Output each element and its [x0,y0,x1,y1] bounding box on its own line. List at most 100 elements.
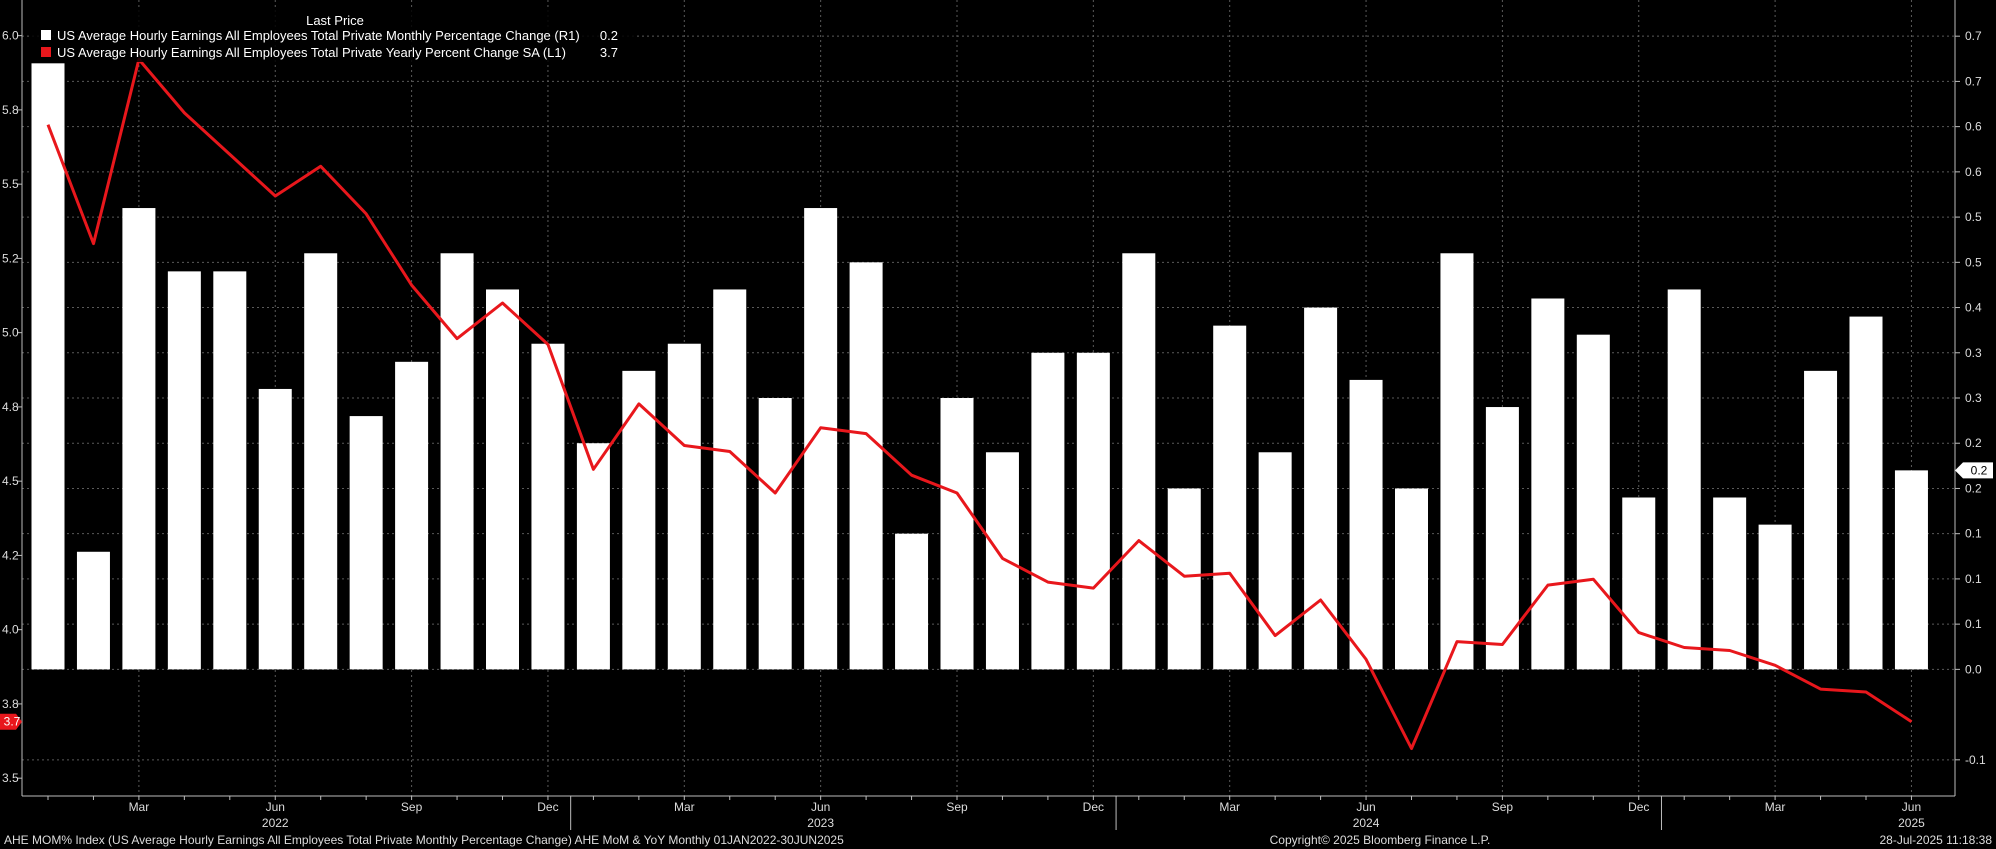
bar [1713,497,1747,670]
legend-label-bar: US Average Hourly Earnings All Employees… [57,28,580,43]
x-month-label: Dec [1628,800,1649,814]
bar [1485,407,1519,670]
bar [576,443,610,670]
left-tick-label: 3.5 [2,771,19,785]
bar [758,398,792,670]
bar-series [31,63,1928,670]
right-tick-label: 0.3 [1965,346,1982,360]
bar [1076,352,1110,670]
x-month-label: Jun [1902,800,1921,814]
line-series [46,57,1913,750]
right-tick-label: 0.7 [1965,74,1982,88]
bar [1031,352,1065,670]
legend-swatch-bar [41,30,51,40]
right-tick-label: 0.3 [1965,391,1982,405]
x-month-label: Sep [1492,800,1514,814]
x-year-label: 2022 [262,816,289,830]
legend-value-line: 3.7 [600,45,618,60]
right-tick-label: 0.7 [1965,29,1982,43]
x-month-label: Sep [401,800,423,814]
right-tick-label: 0.4 [1965,301,1982,315]
left-tick-label: 4.2 [2,548,19,562]
bar [349,416,383,670]
right-tick-label: 0.0 [1965,662,1982,676]
x-month-label: Dec [1083,800,1104,814]
right-tick-label: 0.1 [1965,617,1982,631]
bar [1667,289,1701,670]
last-value-tag-bar [1955,462,1993,479]
x-month-label: Mar [674,800,695,814]
left-tick-label: 5.8 [2,103,19,117]
bar [531,343,565,670]
yoy-line [46,57,1913,750]
bar [1576,334,1610,670]
x-month-label: Mar [129,800,150,814]
footer-copyright: Copyright© 2025 Bloomberg Finance L.P. [1270,833,1491,847]
right-tick-label: 0.6 [1965,165,1982,179]
bar [804,208,838,670]
bar [1395,488,1428,670]
bar [1758,524,1792,670]
footer: AHE MOM% Index (US Average Hourly Earnin… [4,833,1992,847]
right-tick-label: 0.2 [1965,481,1982,495]
bar [713,289,747,670]
legend-swatch-line [41,47,51,57]
bar [1349,379,1383,670]
x-month-label: Jun [1356,800,1375,814]
bar [440,253,474,670]
bar [395,361,429,670]
bar [985,452,1019,670]
left-tick-label: 5.5 [2,177,19,191]
left-tick-label: 4.5 [2,474,19,488]
bar [258,388,292,670]
right-tick-label: 0.6 [1965,120,1982,134]
footer-index-description: AHE MOM% Index (US Average Hourly Earnin… [4,833,844,847]
legend-header: Last Price [306,13,364,28]
legend-box [30,10,635,62]
bar [1213,325,1247,670]
last-value-label-bar: 0.2 [1971,463,1988,477]
bar [167,271,201,670]
x-month-label: Mar [1219,800,1240,814]
left-tick-label: 5.0 [2,326,19,340]
bar [486,289,519,670]
x-year-label: 2024 [1353,816,1380,830]
bar [1440,253,1474,670]
bar [76,551,110,670]
left-tick-label: 4.8 [2,400,19,414]
right-tick-label: 0.2 [1965,436,1982,450]
x-year-label: 2023 [807,816,834,830]
legend: Last Price US Average Hourly Earnings Al… [30,10,635,62]
bar [895,533,929,670]
x-year-label: 2025 [1898,816,1925,830]
x-month-label: Sep [946,800,968,814]
bar [122,208,156,670]
last-value-label-line: 3.7 [4,715,21,729]
bar [304,253,338,670]
right-tick-label: 0.5 [1965,255,1982,269]
left-tick-label: 4.0 [2,623,19,637]
bar [1531,298,1565,670]
left-tick-label: 5.2 [2,251,19,265]
bar [1122,253,1156,670]
x-month-label: Jun [811,800,830,814]
right-tick-label: 0.1 [1965,527,1982,541]
bar [31,63,65,670]
bar [1849,316,1883,670]
legend-label-line: US Average Hourly Earnings All Employees… [57,45,566,60]
bar [1894,470,1928,670]
bar [1622,497,1656,670]
bar [667,343,701,670]
footer-timestamp: 28-Jul-2025 11:18:38 [1879,833,1992,847]
left-tick-label: 6.0 [2,29,19,43]
x-month-label: Mar [1765,800,1786,814]
last-value-tag-line [0,713,22,730]
axes: 3.5 3.8 4.0 4.2 4.5 4.8 5.0 5.2 5.5 5.8 6.0 -0.1 0.0… [0,0,1993,830]
left-tick-label: 3.8 [2,697,19,711]
bar [849,262,883,670]
bar [940,398,974,670]
right-tick-label: 0.5 [1965,210,1982,224]
bar [213,271,247,670]
right-tick-label: -0.1 [1965,753,1986,767]
